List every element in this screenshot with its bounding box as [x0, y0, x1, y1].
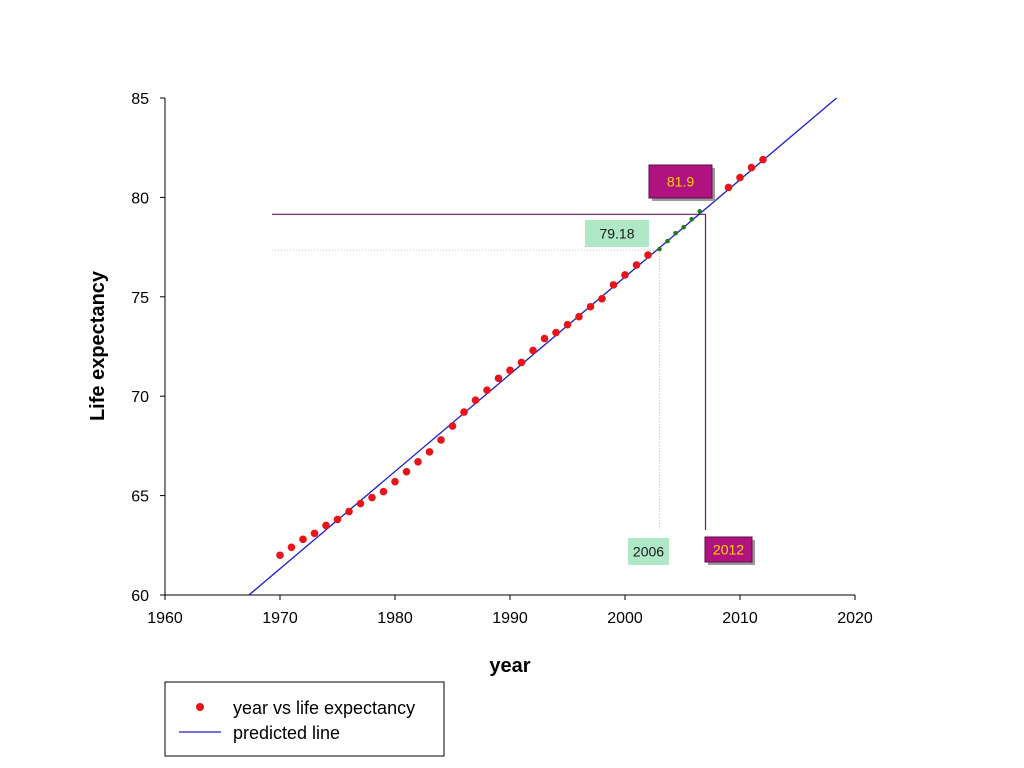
- data-point: [563, 320, 572, 329]
- data-point: [471, 396, 480, 404]
- data-point: [724, 183, 733, 192]
- data-point: [517, 358, 526, 367]
- x-tick-label: 1990: [492, 610, 528, 627]
- data-point: [552, 328, 560, 337]
- x-axis-label: year: [489, 655, 530, 677]
- x-tick-label: 1980: [377, 610, 413, 627]
- x-tick-label: 2000: [607, 610, 643, 627]
- data-point: [345, 507, 353, 516]
- data-point: [483, 386, 491, 395]
- data-point: [506, 366, 514, 375]
- data-point: [747, 163, 756, 172]
- data-point: [529, 346, 537, 355]
- axes: 1960 1970 1980 1990 2000 2010 2020 60 65 70 75 80 85: [131, 91, 873, 627]
- y-tick-label: 80: [131, 190, 149, 207]
- y-tick-label: 75: [131, 290, 149, 307]
- callout-2006-label: 2006: [633, 544, 664, 560]
- data-point: [356, 499, 365, 508]
- callout-819-label: 81.9: [667, 174, 694, 190]
- data-point: [379, 487, 388, 496]
- data-point: [299, 535, 307, 544]
- legend-marker-scatter: [196, 703, 204, 711]
- callout-2012-label: 2012: [713, 542, 744, 558]
- data-point: [437, 436, 445, 444]
- data-point: [368, 493, 376, 502]
- data-point: [333, 515, 342, 524]
- data-point: [736, 173, 744, 182]
- data-point: [310, 529, 319, 538]
- x-tick-label: 1970: [262, 610, 298, 627]
- x-tick-label: 1960: [147, 610, 183, 627]
- legend-label-scatter: year vs life expectancy: [233, 698, 415, 718]
- predicted-point: [697, 209, 703, 214]
- callout-79-label: 79.18: [599, 226, 634, 242]
- data-point: [494, 374, 503, 383]
- annotation-guides: [271, 213, 707, 530]
- data-point: [322, 521, 330, 530]
- predicted-point: [673, 230, 678, 236]
- data-point: [460, 408, 468, 416]
- legend-label-line: predicted line: [233, 723, 340, 743]
- data-point: [575, 312, 583, 321]
- annotation-callouts: 79.18 2006 81.9 2012: [585, 164, 755, 565]
- callout-819: 81.9: [648, 164, 715, 201]
- callout-2006-box: [628, 538, 669, 565]
- data-point: [402, 467, 411, 476]
- data-point: [448, 422, 457, 430]
- data-point: [621, 271, 629, 279]
- callout-2012-box: [704, 536, 753, 563]
- data-point: [759, 155, 767, 164]
- y-tick-label: 85: [131, 91, 149, 108]
- data-point: [425, 448, 434, 456]
- predicted-point: [657, 246, 662, 252]
- callout-79: 79.18: [585, 220, 649, 247]
- data-point: [632, 261, 641, 269]
- y-tick-label: 60: [131, 588, 149, 605]
- data-point: [598, 294, 606, 303]
- legend-box: [164, 681, 445, 757]
- data-point: [276, 551, 284, 560]
- y-axis-label: Life expectancy: [87, 270, 109, 421]
- callout-819-box: [648, 164, 713, 199]
- data-point: [586, 302, 595, 311]
- y-tick-label: 70: [131, 389, 149, 406]
- data-point: [644, 251, 652, 259]
- callout-79-box: [585, 220, 649, 247]
- data-point: [391, 477, 399, 486]
- x-tick-label: 2010: [722, 610, 758, 627]
- data-point: [540, 334, 549, 343]
- y-tick-label: 65: [131, 489, 149, 506]
- callout-2012: 2012: [704, 536, 755, 565]
- predicted-point: [665, 238, 670, 244]
- predicted-point: [689, 216, 694, 222]
- data-point: [287, 543, 296, 552]
- x-tick-label: 2020: [837, 610, 873, 627]
- legend: year vs life expectancy predicted line: [164, 681, 445, 757]
- predicted-point: [681, 224, 686, 230]
- data-point: [414, 458, 422, 466]
- plot-area: [248, 97, 838, 596]
- data-point: [609, 281, 618, 289]
- callout-2006: 2006: [628, 538, 669, 565]
